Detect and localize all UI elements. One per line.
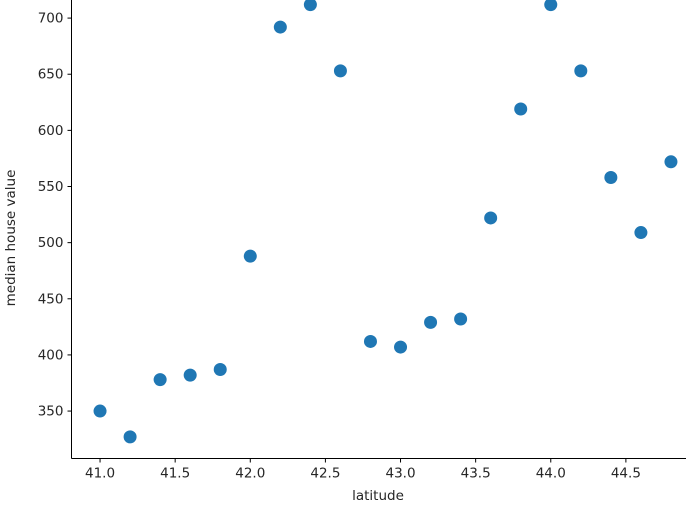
scatter-points <box>93 0 678 444</box>
data-point <box>484 211 498 225</box>
y-tick-label: 500 <box>38 235 64 251</box>
x-tick-label: 43.5 <box>461 466 491 482</box>
data-point <box>333 64 347 78</box>
y-tick-label: 350 <box>38 404 64 420</box>
axis-ticks: 41.0 41.5 42.0 42.5 43.0 43.5 44.0 44.5 350 400 45… <box>38 11 641 482</box>
data-point <box>634 226 648 240</box>
data-point <box>213 363 227 377</box>
y-axis-label: median house value <box>3 170 19 307</box>
data-point <box>243 249 257 263</box>
data-point <box>93 404 107 418</box>
data-point <box>303 0 317 12</box>
data-point <box>183 368 197 382</box>
x-tick-label: 42.0 <box>235 466 265 482</box>
data-point <box>273 20 287 34</box>
y-tick-label: 450 <box>38 291 64 307</box>
data-point <box>544 0 558 12</box>
data-point <box>604 171 618 185</box>
data-point <box>153 373 167 387</box>
data-point <box>123 430 137 444</box>
x-tick-label: 41.0 <box>85 466 115 482</box>
x-tick-label: 43.0 <box>385 466 415 482</box>
data-point <box>664 155 678 169</box>
data-point <box>394 340 408 354</box>
axes <box>71 0 686 459</box>
data-point <box>514 102 528 116</box>
x-axis-label: latitude <box>352 488 404 504</box>
y-tick-label: 550 <box>38 179 64 195</box>
data-point <box>424 315 438 329</box>
y-tick-label: 700 <box>38 11 64 27</box>
data-point <box>363 334 377 348</box>
y-tick-label: 400 <box>38 347 64 363</box>
x-tick-label: 44.0 <box>536 466 566 482</box>
x-tick-label: 41.5 <box>160 466 190 482</box>
y-tick-label: 650 <box>38 67 64 83</box>
data-point <box>454 312 468 326</box>
y-tick-label: 600 <box>38 123 64 139</box>
x-tick-label: 42.5 <box>310 466 340 482</box>
x-tick-label: 44.5 <box>611 466 641 482</box>
data-point <box>574 64 588 78</box>
